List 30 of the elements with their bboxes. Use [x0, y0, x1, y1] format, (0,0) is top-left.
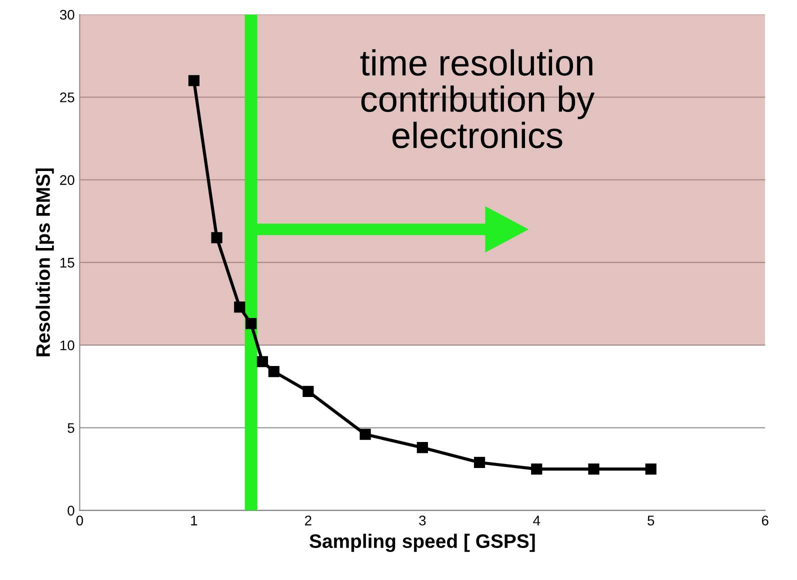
x-tick-label: 6 — [762, 516, 768, 526]
x-axis-title: Sampling speed [ GSPS] — [310, 534, 535, 552]
point — [188, 75, 200, 86]
point — [302, 386, 314, 397]
point — [211, 232, 222, 244]
x-tick-label: 5 — [648, 516, 654, 526]
point — [645, 464, 656, 475]
point — [234, 302, 246, 313]
y-tick-label: 15 — [60, 258, 74, 268]
annotation: time resolution contribution by electronics — [360, 49, 595, 148]
point — [531, 464, 542, 475]
y-axis-title: Resolution [ps RMS] — [36, 168, 54, 356]
point — [416, 442, 428, 454]
y-tick-label: 25 — [60, 92, 74, 102]
y-tick-label: 10 — [60, 340, 74, 350]
x-tick-label: 4 — [533, 516, 540, 526]
point — [588, 464, 600, 475]
y-tick-label: 20 — [60, 175, 74, 185]
point — [246, 318, 257, 330]
point — [256, 356, 268, 368]
point — [268, 366, 280, 378]
point — [474, 456, 486, 468]
y-tick-label: 5 — [68, 423, 74, 433]
x-tick-label: 0 — [76, 516, 84, 526]
point — [360, 428, 371, 440]
y-tick-label: 0 — [68, 506, 74, 516]
y-tick-label: 30 — [60, 10, 74, 20]
x-tick-label: 3 — [419, 516, 426, 526]
x-tick-label: 2 — [305, 516, 312, 526]
x-tick-label: 1 — [191, 516, 198, 526]
